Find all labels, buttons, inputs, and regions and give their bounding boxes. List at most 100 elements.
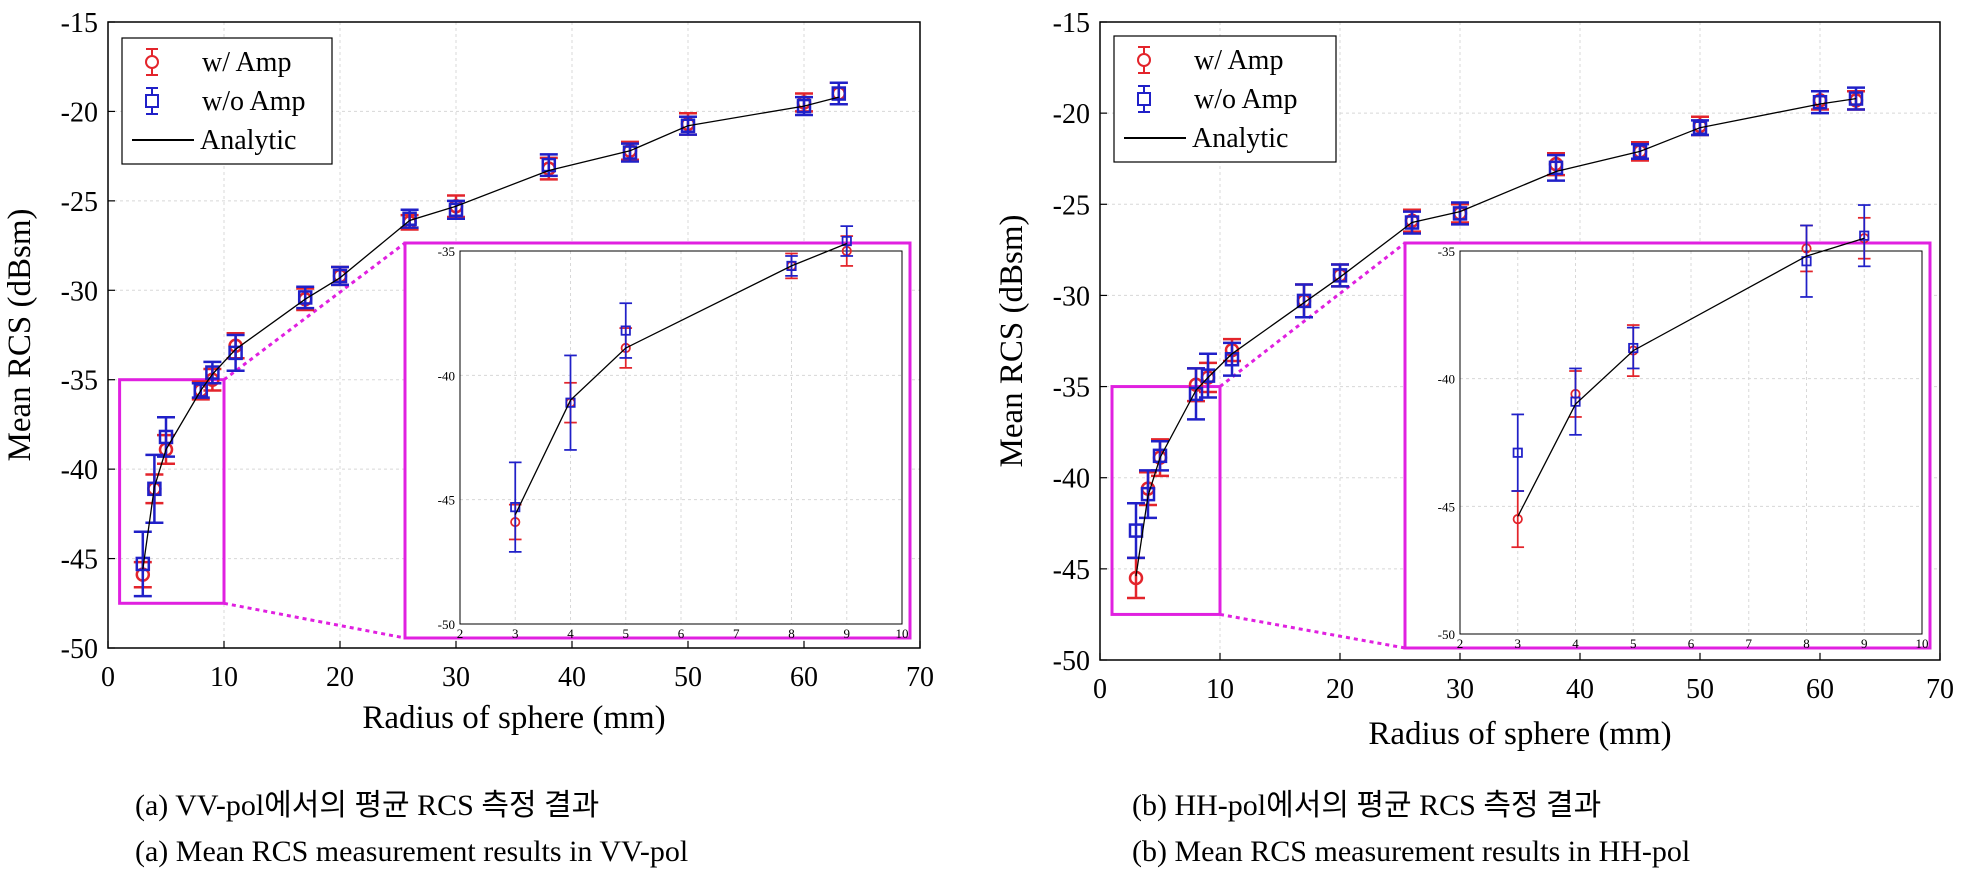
x-tick-label: 70 xyxy=(1926,674,1954,705)
legend: w/ Amp w/o Amp Analytic xyxy=(1113,35,1337,163)
inset-frame xyxy=(403,241,912,640)
wo-amp-marker xyxy=(205,365,220,380)
y-tick-label: -20 xyxy=(1053,99,1090,130)
wo-amp-marker xyxy=(158,429,174,445)
inset-y-tick-label: -40 xyxy=(438,368,455,383)
w-amp-marker xyxy=(1512,514,1523,525)
wo-amp-errorbar xyxy=(1547,153,1565,182)
inset-x-tick-label: 5 xyxy=(623,626,630,641)
x-tick-label: 50 xyxy=(674,662,702,693)
inset-x-tick-label: 7 xyxy=(733,626,740,641)
legend-entry-label: w/ Amp xyxy=(202,47,291,78)
y-axis-label: Mean RCS (dBsm) xyxy=(994,214,1030,467)
inset-x-tick-label: 6 xyxy=(1688,636,1695,651)
plot-frame xyxy=(107,21,921,649)
wo-amp-marker xyxy=(1200,368,1216,383)
y-tick-label: -15 xyxy=(1053,8,1090,39)
wo-amp-errorbar xyxy=(1331,263,1349,288)
plot-frame xyxy=(1099,21,1941,661)
inset-plot-frame xyxy=(459,250,903,625)
legend: w/ Amp w/o Amp Analytic xyxy=(121,37,333,165)
wo-amp-errorbar xyxy=(1626,326,1640,370)
y-tick-label: -30 xyxy=(1053,281,1090,312)
inset-x-tick-label: 4 xyxy=(1572,636,1579,651)
inset-y-tick-label: -35 xyxy=(1438,244,1455,259)
inset-y-tick-label: -45 xyxy=(1438,499,1455,514)
legend-entry-label: w/ Amp xyxy=(1194,45,1283,76)
y-tick-label: -45 xyxy=(1053,555,1090,586)
zoom-region-box xyxy=(118,378,226,605)
legend-circle-marker xyxy=(1137,53,1151,67)
wo-amp-marker xyxy=(1296,293,1312,309)
wo-amp-marker xyxy=(786,260,797,271)
inset-x-tick-label: 2 xyxy=(1457,636,1464,651)
inset-x-tick-label: 8 xyxy=(788,626,795,641)
caption-b-korean: (b) HH-pol에서의 평균 RCS 측정 결과 xyxy=(1132,789,1602,822)
wo-amp-marker xyxy=(1859,230,1870,241)
wo-amp-errorbar xyxy=(1451,201,1469,226)
wo-amp-errorbar xyxy=(1569,367,1582,436)
wo-amp-marker xyxy=(841,235,852,247)
legend-entry-label: Analytic xyxy=(200,125,296,156)
wo-amp-marker xyxy=(831,86,847,101)
y-tick-label: -45 xyxy=(61,545,98,576)
x-tick-label: 70 xyxy=(906,662,934,693)
inset-plot-frame xyxy=(1459,250,1923,635)
wo-amp-errorbar xyxy=(1151,440,1169,472)
wo-amp-marker xyxy=(147,481,162,497)
x-tick-label: 0 xyxy=(101,662,115,693)
inset-x-tick-label: 2 xyxy=(457,626,464,641)
wo-amp-marker xyxy=(332,268,348,284)
wo-amp-marker xyxy=(796,98,812,114)
wo-amp-marker xyxy=(1128,523,1144,538)
y-tick-label: -40 xyxy=(1053,464,1090,495)
wo-amp-errorbar xyxy=(1857,204,1871,268)
inset-x-tick-label: 8 xyxy=(1803,636,1810,651)
chart-panel-b: 0 10 20 30 40 50 60 70 -15 -20 -25 -30 -35 -40 -45 -50 R… xyxy=(994,8,1954,752)
x-tick-label: 20 xyxy=(326,662,354,693)
legend-square-marker xyxy=(145,94,159,108)
x-tick-label: 10 xyxy=(1206,674,1234,705)
inset-x-tick-label: 7 xyxy=(1746,636,1753,651)
y-tick-label: -25 xyxy=(61,187,98,218)
wo-amp-marker xyxy=(1848,91,1864,106)
wo-amp-marker xyxy=(1632,144,1648,159)
wo-amp-errorbar xyxy=(1847,86,1865,111)
wo-amp-errorbar xyxy=(508,461,522,553)
y-tick-label: -20 xyxy=(61,97,98,128)
chart-panel-a: 0 10 20 30 40 50 60 70 -15 -20 -25 -30 -35 -40 -45 -50 R… xyxy=(2,8,934,736)
y-tick-label: -35 xyxy=(61,366,98,397)
inset-x-tick-label: 6 xyxy=(678,626,685,641)
wo-amp-errorbar xyxy=(226,333,245,373)
legend-circle-marker xyxy=(145,55,159,69)
legend-entry-label: Analytic xyxy=(1192,123,1288,154)
x-tick-label: 20 xyxy=(1326,674,1354,705)
wo-amp-errorbar xyxy=(1223,341,1241,377)
caption-a-english: (a) Mean RCS measurement results in VV-p… xyxy=(135,835,689,868)
x-tick-label: 40 xyxy=(1566,674,1594,705)
inset-frame xyxy=(1403,241,1932,650)
wo-amp-errorbar xyxy=(1511,413,1525,492)
wo-amp-errorbar xyxy=(1800,224,1813,298)
wo-amp-marker xyxy=(1404,215,1420,230)
wo-amp-marker xyxy=(565,397,576,408)
x-axis-label: Radius of sphere (mm) xyxy=(362,700,665,736)
zoom-connector-bottom xyxy=(223,601,406,640)
inset-x-tick-label: 10 xyxy=(896,626,909,641)
wo-amp-marker xyxy=(1801,256,1812,267)
wo-amp-marker xyxy=(1548,160,1564,176)
inset-chart: 2 3 4 5 6 7 8 9 10 -35 -40 -45 -50 xyxy=(1403,204,1932,651)
wo-amp-marker xyxy=(193,383,209,398)
wo-amp-marker xyxy=(1152,448,1168,464)
x-axis-label: Radius of sphere (mm) xyxy=(1368,716,1671,752)
wo-amp-marker xyxy=(1812,94,1828,110)
wo-amp-marker xyxy=(1570,396,1581,407)
zoom-connector-top xyxy=(223,241,406,381)
x-tick-label: 60 xyxy=(790,662,818,693)
wo-amp-errorbar xyxy=(564,354,577,451)
zoom-region-box xyxy=(1110,385,1222,616)
analytic-curve xyxy=(1135,97,1857,577)
inset-x-tick-label: 3 xyxy=(512,626,519,641)
zoom-connector-top xyxy=(1219,241,1406,388)
